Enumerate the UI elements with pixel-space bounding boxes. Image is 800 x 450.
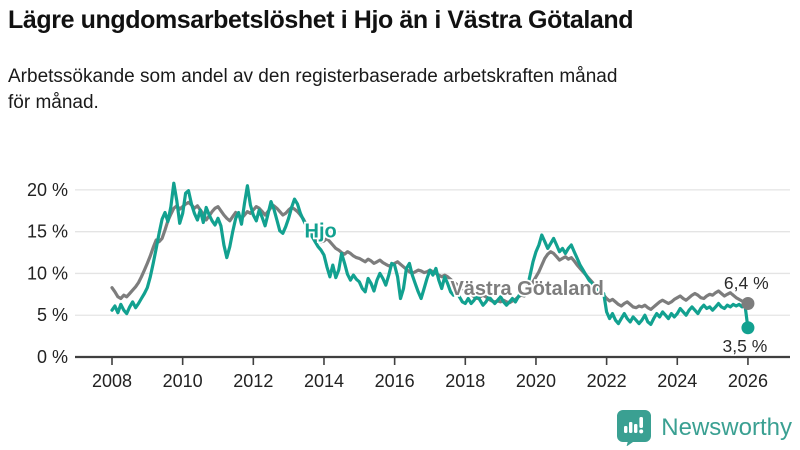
y-axis-tick-label: 10 %	[27, 263, 68, 283]
x-axis-tick-label: 2020	[516, 371, 556, 391]
y-axis-tick-label: 5 %	[37, 305, 68, 325]
series-end-dot	[741, 321, 755, 335]
chart-area: 0 % 5 % 10 % 15 % 20 % 2008 2010 2012 2014 2016 20…	[0, 150, 800, 408]
series-label: Hjo	[305, 221, 337, 243]
x-axis-tick-label: 2012	[233, 371, 273, 391]
series-end-value-label: 3,5 %	[723, 336, 768, 356]
x-axis-tick-label: 2018	[445, 371, 485, 391]
newsworthy-logo-icon	[617, 410, 652, 446]
series-line-v-stra-g-taland	[110, 200, 750, 311]
y-axis-tick-label: 20 %	[27, 180, 68, 200]
brand-name: Newsworthy	[661, 413, 792, 441]
page-title: Lägre ungdomsarbetslöshet i Hjo än i Väs…	[8, 6, 634, 34]
y-axis-tick-label: 0 %	[37, 347, 68, 367]
series-end-value-label: 6,4 %	[724, 273, 769, 293]
x-axis-tick-label: 2024	[657, 371, 697, 391]
page-subtitle: Arbetssökande som andel av den registerb…	[8, 64, 793, 116]
series-end-dot	[741, 297, 755, 311]
series-line-hjo	[110, 181, 750, 330]
subtitle-line-1: Arbetssökande som andel av den registerb…	[8, 66, 618, 87]
subtitle-line-2: för månad.	[8, 92, 99, 114]
series-label: Västra Götaland	[450, 278, 603, 300]
y-axis-tick-label: 15 %	[27, 222, 68, 242]
x-axis-tick-label: 2014	[304, 371, 344, 391]
x-axis-tick-label: 2008	[92, 371, 132, 391]
brand-lockup: Newsworthy	[616, 409, 792, 446]
x-axis-tick-label: 2022	[587, 371, 627, 391]
chart-svg: 0 % 5 % 10 % 15 % 20 % 2008 2010 2012 2014 2016 20…	[27, 180, 790, 391]
x-axis-tick-label: 2026	[728, 371, 768, 391]
x-axis-tick-label: 2016	[375, 371, 415, 391]
x-axis-tick-label: 2010	[163, 371, 203, 391]
